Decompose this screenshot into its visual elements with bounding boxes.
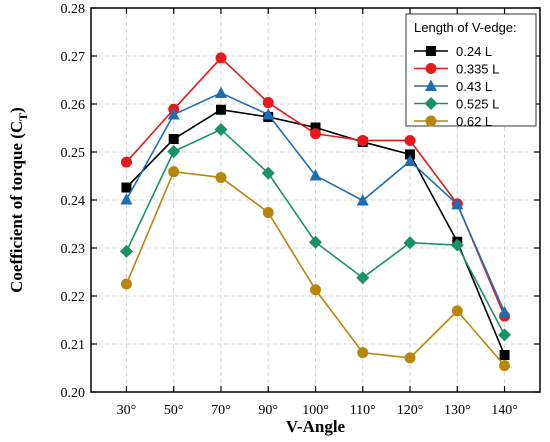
axes: 0.20 0.21 0.22 0.23 0.24 0.25 0.26 0.27 0.28 30° 5… (61, 2, 540, 418)
data-point (309, 169, 322, 181)
data-point (120, 156, 132, 168)
data-point (121, 182, 132, 193)
x-tick-label: 130° (444, 403, 471, 418)
data-point (119, 244, 133, 258)
series-4 (120, 166, 511, 372)
legend-label: 0.335 L (456, 62, 499, 77)
x-tick-label: 100° (302, 403, 329, 418)
legend-label: 0.62 L (456, 114, 492, 129)
y-tick-label: 0.28 (61, 2, 86, 17)
data-point (262, 206, 274, 218)
data-point (167, 108, 180, 120)
data-point (450, 238, 464, 252)
y-tick-label: 0.25 (61, 146, 86, 161)
data-point (404, 352, 416, 364)
x-tick-label: 50° (164, 403, 184, 418)
series-2 (120, 86, 511, 318)
y-tick-label: 0.21 (61, 338, 86, 353)
x-tick-label: 140° (491, 403, 518, 418)
data-point (310, 122, 321, 133)
x-tick-label: 110° (350, 403, 376, 418)
data-point (356, 193, 369, 206)
legend-swatch-marker (425, 63, 437, 74)
data-point (215, 171, 227, 183)
data-point (215, 104, 226, 115)
data-point (214, 122, 228, 136)
legend-title: Length of V-edge: (414, 20, 517, 35)
data-point (405, 149, 416, 160)
y-axis-title-subscript: T (16, 113, 30, 121)
legend-label: 0.43 L (456, 79, 492, 94)
data-point (451, 197, 464, 210)
y-axis-title: Coefficient of torque (CT) (7, 107, 30, 293)
legend: Length of V-edge: 0.24 L 0.335 L 0.43 L 0.52… (405, 13, 537, 129)
data-point (262, 108, 275, 120)
y-tick-label: 0.23 (61, 242, 86, 257)
legend-swatch-marker (426, 46, 436, 56)
data-point (261, 166, 275, 180)
x-tick-label: 120° (397, 403, 424, 418)
data-point (168, 166, 180, 178)
data-point (120, 278, 132, 290)
y-tick-label: 0.26 (61, 98, 86, 113)
data-point (498, 328, 512, 342)
data-point (499, 350, 510, 361)
data-point (404, 154, 417, 167)
x-tick-label: 90° (258, 403, 278, 418)
y-tick-label: 0.27 (61, 50, 86, 65)
legend-swatch-marker (425, 79, 437, 91)
data-point (357, 134, 369, 146)
legend-swatch-marker (425, 115, 437, 127)
series-3 (119, 122, 512, 342)
data-point (215, 52, 227, 64)
data-point (310, 284, 321, 296)
y-axis-title-close: ) (7, 107, 26, 113)
x-tick-label: 70° (211, 403, 231, 418)
data-point (498, 305, 511, 318)
data-point (167, 145, 181, 159)
x-axis-title: V-Angle (286, 417, 346, 436)
y-tick-label: 0.24 (61, 194, 86, 209)
legend-label: 0.24 L (456, 44, 492, 59)
series-layer (119, 52, 512, 372)
y-tick-label: 0.20 (61, 386, 86, 401)
data-point (214, 86, 227, 98)
legend-swatch-marker (424, 97, 438, 110)
data-point (404, 134, 416, 146)
data-point (120, 193, 133, 205)
data-point (357, 347, 369, 359)
data-point (499, 360, 511, 372)
legend-label: 0.525 L (456, 97, 499, 112)
data-point (262, 97, 274, 109)
y-axis-title-main: Coefficient of torque (C (7, 121, 26, 293)
data-point (168, 134, 179, 145)
data-point (403, 236, 417, 250)
data-point (309, 235, 322, 249)
y-tick-label: 0.22 (61, 290, 86, 305)
data-point (310, 128, 321, 140)
data-point (356, 271, 370, 285)
data-point (451, 305, 463, 317)
x-tick-label: 30° (117, 403, 137, 418)
